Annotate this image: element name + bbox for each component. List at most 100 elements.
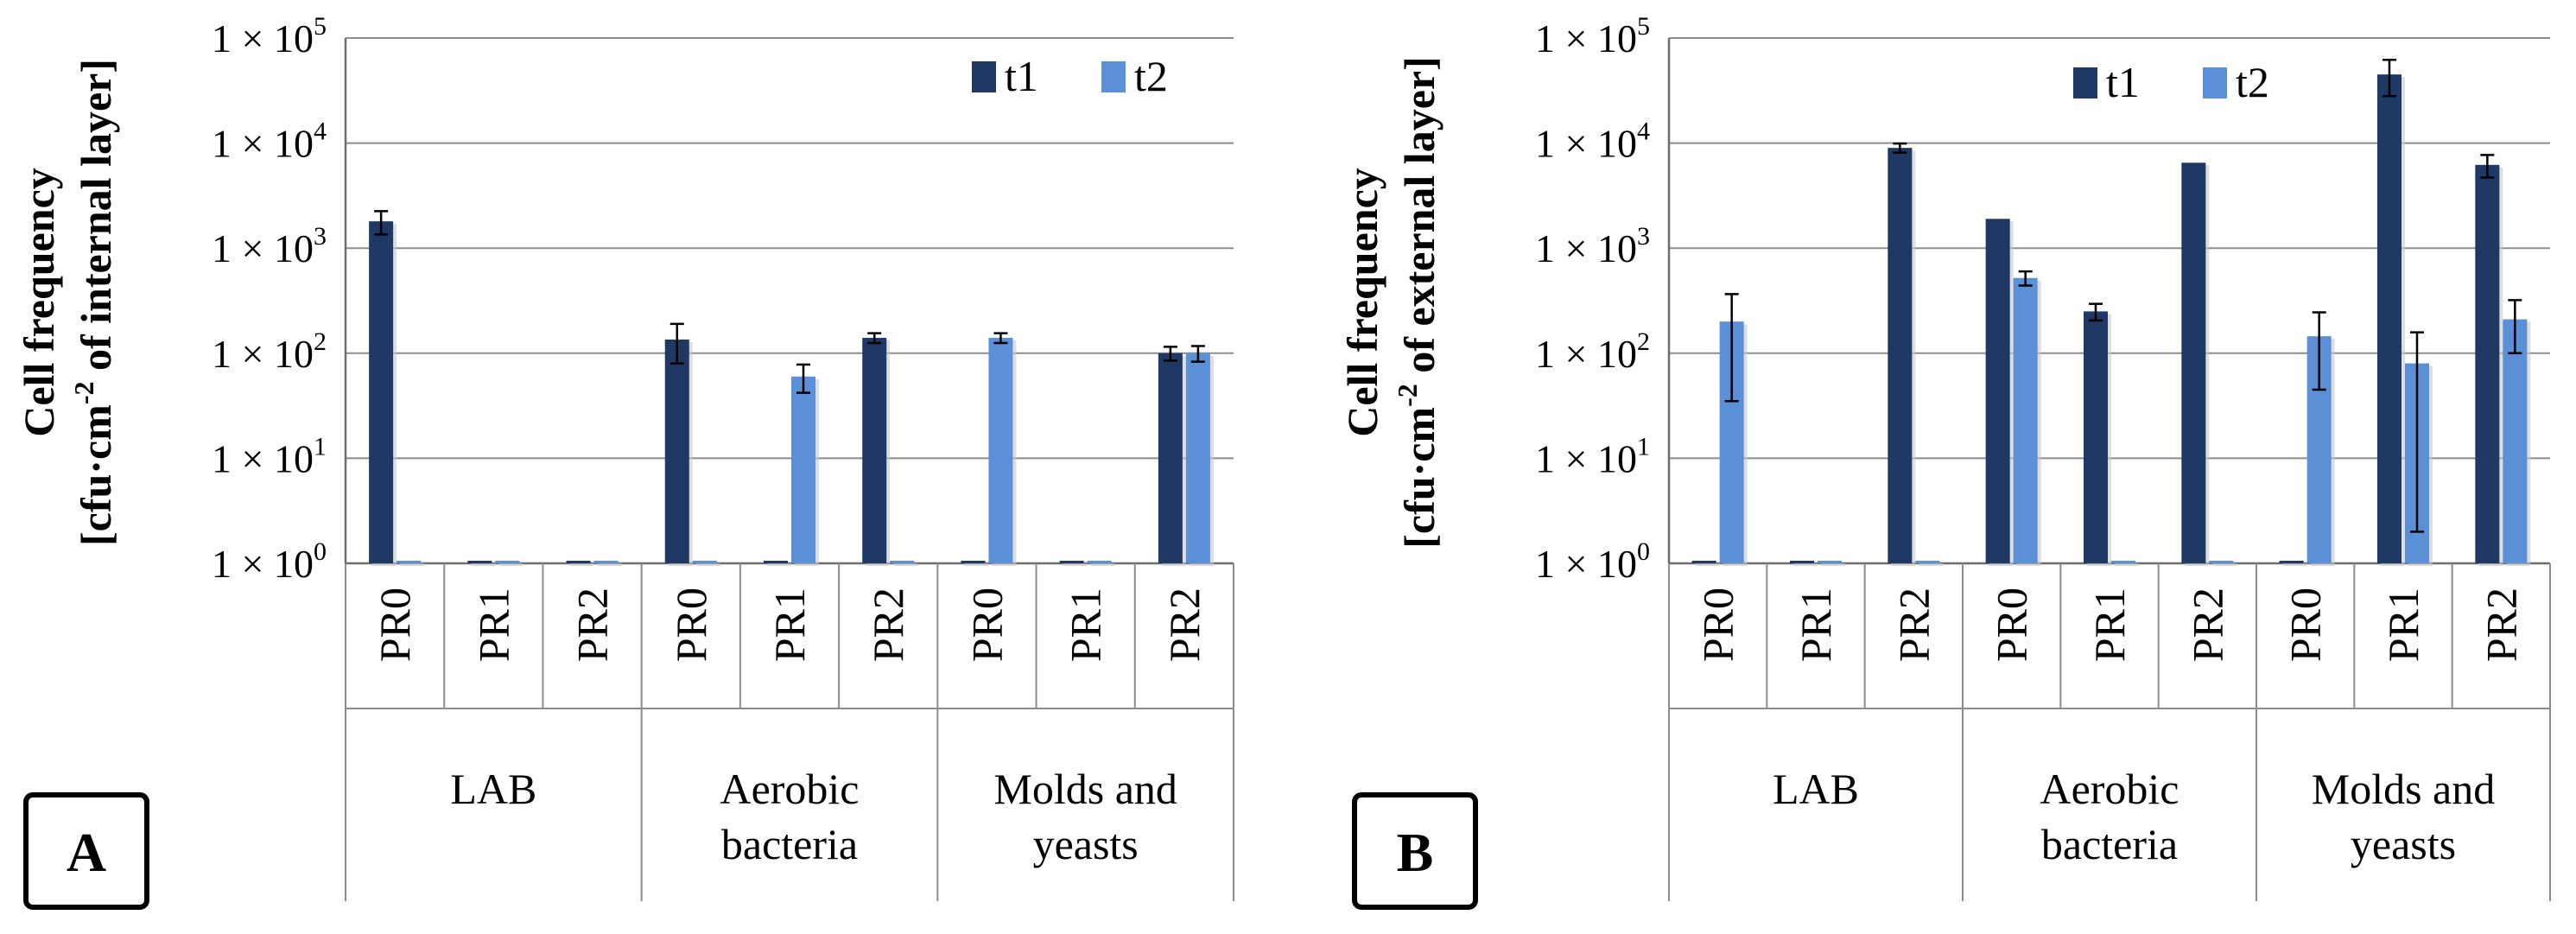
bar-t1 [1888, 148, 1913, 563]
category-label: PR1 [1792, 588, 1840, 662]
y-axis-title-post: of internal layer] [72, 59, 120, 382]
y-tick-exponent: 2 [314, 327, 327, 356]
bar-t1 [2181, 162, 2206, 563]
category-label: PR2 [1889, 588, 1938, 662]
group-label-line: yeasts [1033, 820, 1139, 868]
bar-t1 [1059, 561, 1084, 563]
bar-shadow [1090, 563, 1115, 566]
bar-shadow [893, 563, 918, 566]
bar-t1 [1158, 353, 1183, 563]
y-axis-title-sup: -2 [1392, 384, 1423, 407]
group-label: Molds and yeasts [993, 765, 1177, 868]
bar-t1 [764, 561, 788, 563]
bar-t1 [961, 561, 986, 563]
group-label-line: bacteria [721, 820, 858, 868]
bar-t2 [890, 561, 915, 563]
group-label-line: Molds and [993, 765, 1177, 813]
bar-t1 [2377, 74, 2402, 563]
y-axis-title-sup: -2 [68, 382, 99, 405]
category-label: PR2 [2477, 588, 2525, 662]
bar-shadow [695, 563, 720, 566]
group-label-line: Aerobic [2040, 765, 2179, 813]
y-tick-mantissa: 1 × 10 [1535, 436, 1637, 480]
y-tick-label: 1 × 100 [212, 537, 327, 586]
y-axis-title-line2: [cfu·cm-2 of internal layer] [68, 59, 120, 546]
bar-t1 [1985, 219, 2010, 563]
y-axis-title-post: of external layer] [1395, 56, 1443, 384]
bar-t2 [1185, 353, 1210, 563]
y-axis-title-pre: [cfu·cm [72, 404, 120, 546]
category-label: PR2 [568, 588, 617, 662]
bar-shadow [1793, 563, 1818, 566]
y-axis-title-line1: Cell frequency [1338, 168, 1386, 437]
bar-t1 [566, 561, 591, 563]
bar-shadow [964, 563, 989, 566]
bar-t2 [2111, 561, 2135, 563]
y-tick-mantissa: 1 × 10 [1535, 226, 1637, 270]
legend-label-t2: t2 [1134, 52, 1168, 100]
y-tick-mantissa: 1 × 10 [212, 332, 314, 376]
group-label-line: bacteria [2041, 820, 2178, 868]
bar-t1 [664, 339, 689, 563]
y-tick-label: 1 × 103 [1535, 222, 1650, 270]
category-label: PR1 [765, 588, 814, 662]
category-label: PR1 [2379, 588, 2427, 662]
group-label-line: Aerobic [720, 765, 859, 813]
bar-t1 [2084, 311, 2108, 563]
bar-t2 [2209, 561, 2234, 563]
y-tick-mantissa: 1 × 10 [212, 226, 314, 270]
group-label: LAB [1773, 765, 1859, 813]
y-tick-mantissa: 1 × 10 [212, 16, 314, 60]
bar-t2 [1818, 561, 1842, 563]
bar-t2 [495, 561, 520, 563]
panel-label: A [67, 822, 106, 883]
category-label: PR0 [962, 588, 1011, 662]
y-tick-label: 1 × 104 [1535, 118, 1650, 166]
bar-t1 [1691, 561, 1716, 563]
bar-shadow [471, 563, 496, 566]
category-label: PR0 [1694, 588, 1742, 662]
y-axis-title-pre: [cfu·cm [1395, 407, 1443, 549]
bar-t2 [593, 561, 619, 563]
bar-t2 [397, 561, 422, 563]
group-label-line: LAB [450, 765, 536, 813]
group-label-line: yeasts [2351, 820, 2456, 868]
legend-swatch-t1 [972, 61, 996, 92]
y-tick-exponent: 1 [1637, 432, 1650, 461]
bar-shadow [2212, 563, 2237, 566]
bar-t2 [1087, 561, 1112, 563]
legend-label-t1: t1 [1005, 52, 1038, 100]
bar-t1 [369, 221, 394, 563]
y-tick-exponent: 5 [314, 12, 327, 41]
bar-t2 [692, 561, 717, 563]
panel-label-box [1352, 792, 1478, 910]
y-tick-exponent: 0 [1637, 537, 1650, 566]
bar-t1 [2279, 561, 2304, 563]
y-axis-title-line1: Cell frequency [15, 168, 63, 437]
bar-t1 [862, 338, 887, 563]
panel-label-box [23, 792, 149, 910]
legend-swatch-t1 [2073, 67, 2097, 98]
group-label: Aerobic bacteria [2040, 765, 2179, 868]
category-label: PR2 [1160, 588, 1209, 662]
group-label-line: Molds and [2312, 765, 2496, 813]
y-tick-mantissa: 1 × 10 [1535, 122, 1637, 166]
group-label-line: LAB [1773, 765, 1859, 813]
bar-shadow [767, 563, 791, 566]
bar-t1 [467, 561, 492, 563]
y-tick-mantissa: 1 × 10 [212, 436, 314, 480]
bar-shadow [1919, 563, 1944, 566]
bar-t2 [2503, 319, 2528, 563]
category-label: PR1 [1062, 588, 1110, 662]
group-label: Molds and yeasts [2312, 765, 2496, 868]
group-label: Aerobic bacteria [720, 765, 859, 868]
category-label: PR1 [2085, 588, 2134, 662]
y-tick-exponent: 3 [314, 222, 327, 251]
y-tick-label: 1 × 101 [212, 432, 327, 480]
legend-label-t2: t2 [2236, 58, 2269, 106]
y-tick-mantissa: 1 × 10 [1535, 16, 1637, 60]
y-tick-mantissa: 1 × 10 [1535, 332, 1637, 376]
